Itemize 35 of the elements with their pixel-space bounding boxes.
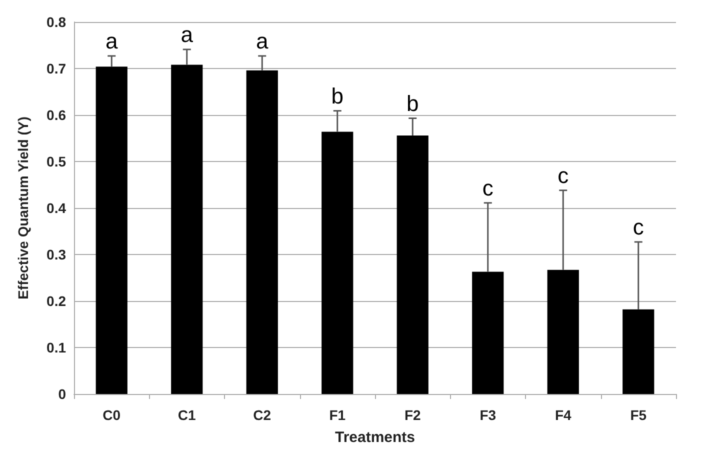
x-axis-title: Treatments (334, 429, 416, 446)
y-tick-label: 0.7 (46, 60, 66, 76)
bar (246, 70, 278, 394)
annotation: a (180, 22, 194, 47)
x-tick-label: C1 (178, 407, 196, 423)
y-tick-label: 0.2 (46, 293, 66, 309)
x-tick-label: C2 (253, 407, 272, 423)
bar (547, 270, 579, 394)
annotation: c (558, 162, 569, 188)
y-tick-label: 0.5 (46, 154, 66, 170)
y-tick-label: 0.1 (46, 340, 66, 356)
x-tick-label: F4 (554, 407, 572, 423)
bar (322, 132, 354, 394)
x-tick-label: F2 (404, 407, 422, 423)
x-tick-label: F1 (329, 407, 346, 423)
annotation: a (106, 28, 118, 54)
annotation: c (482, 175, 494, 200)
bar (396, 135, 428, 394)
annotation: b (331, 83, 344, 108)
y-tick-label: 0.8 (46, 14, 66, 30)
y-tick-label: 0.4 (46, 200, 66, 216)
bar (171, 64, 203, 394)
annotation: b (406, 90, 419, 116)
x-tick-label: C0 (102, 407, 121, 423)
x-tick-label: F3 (480, 407, 496, 423)
y-tick-label: 0 (58, 386, 66, 402)
bar (96, 66, 128, 394)
y-axis-title: Effective Quantum Yield (Y) (15, 116, 31, 300)
bar (622, 309, 654, 394)
bar (472, 272, 504, 394)
annotation: c (632, 214, 644, 240)
annotation: a (256, 28, 269, 54)
y-tick-label: 0.6 (46, 107, 66, 123)
y-tick-label: 0.3 (46, 246, 66, 262)
x-tick-label: F5 (630, 407, 647, 423)
